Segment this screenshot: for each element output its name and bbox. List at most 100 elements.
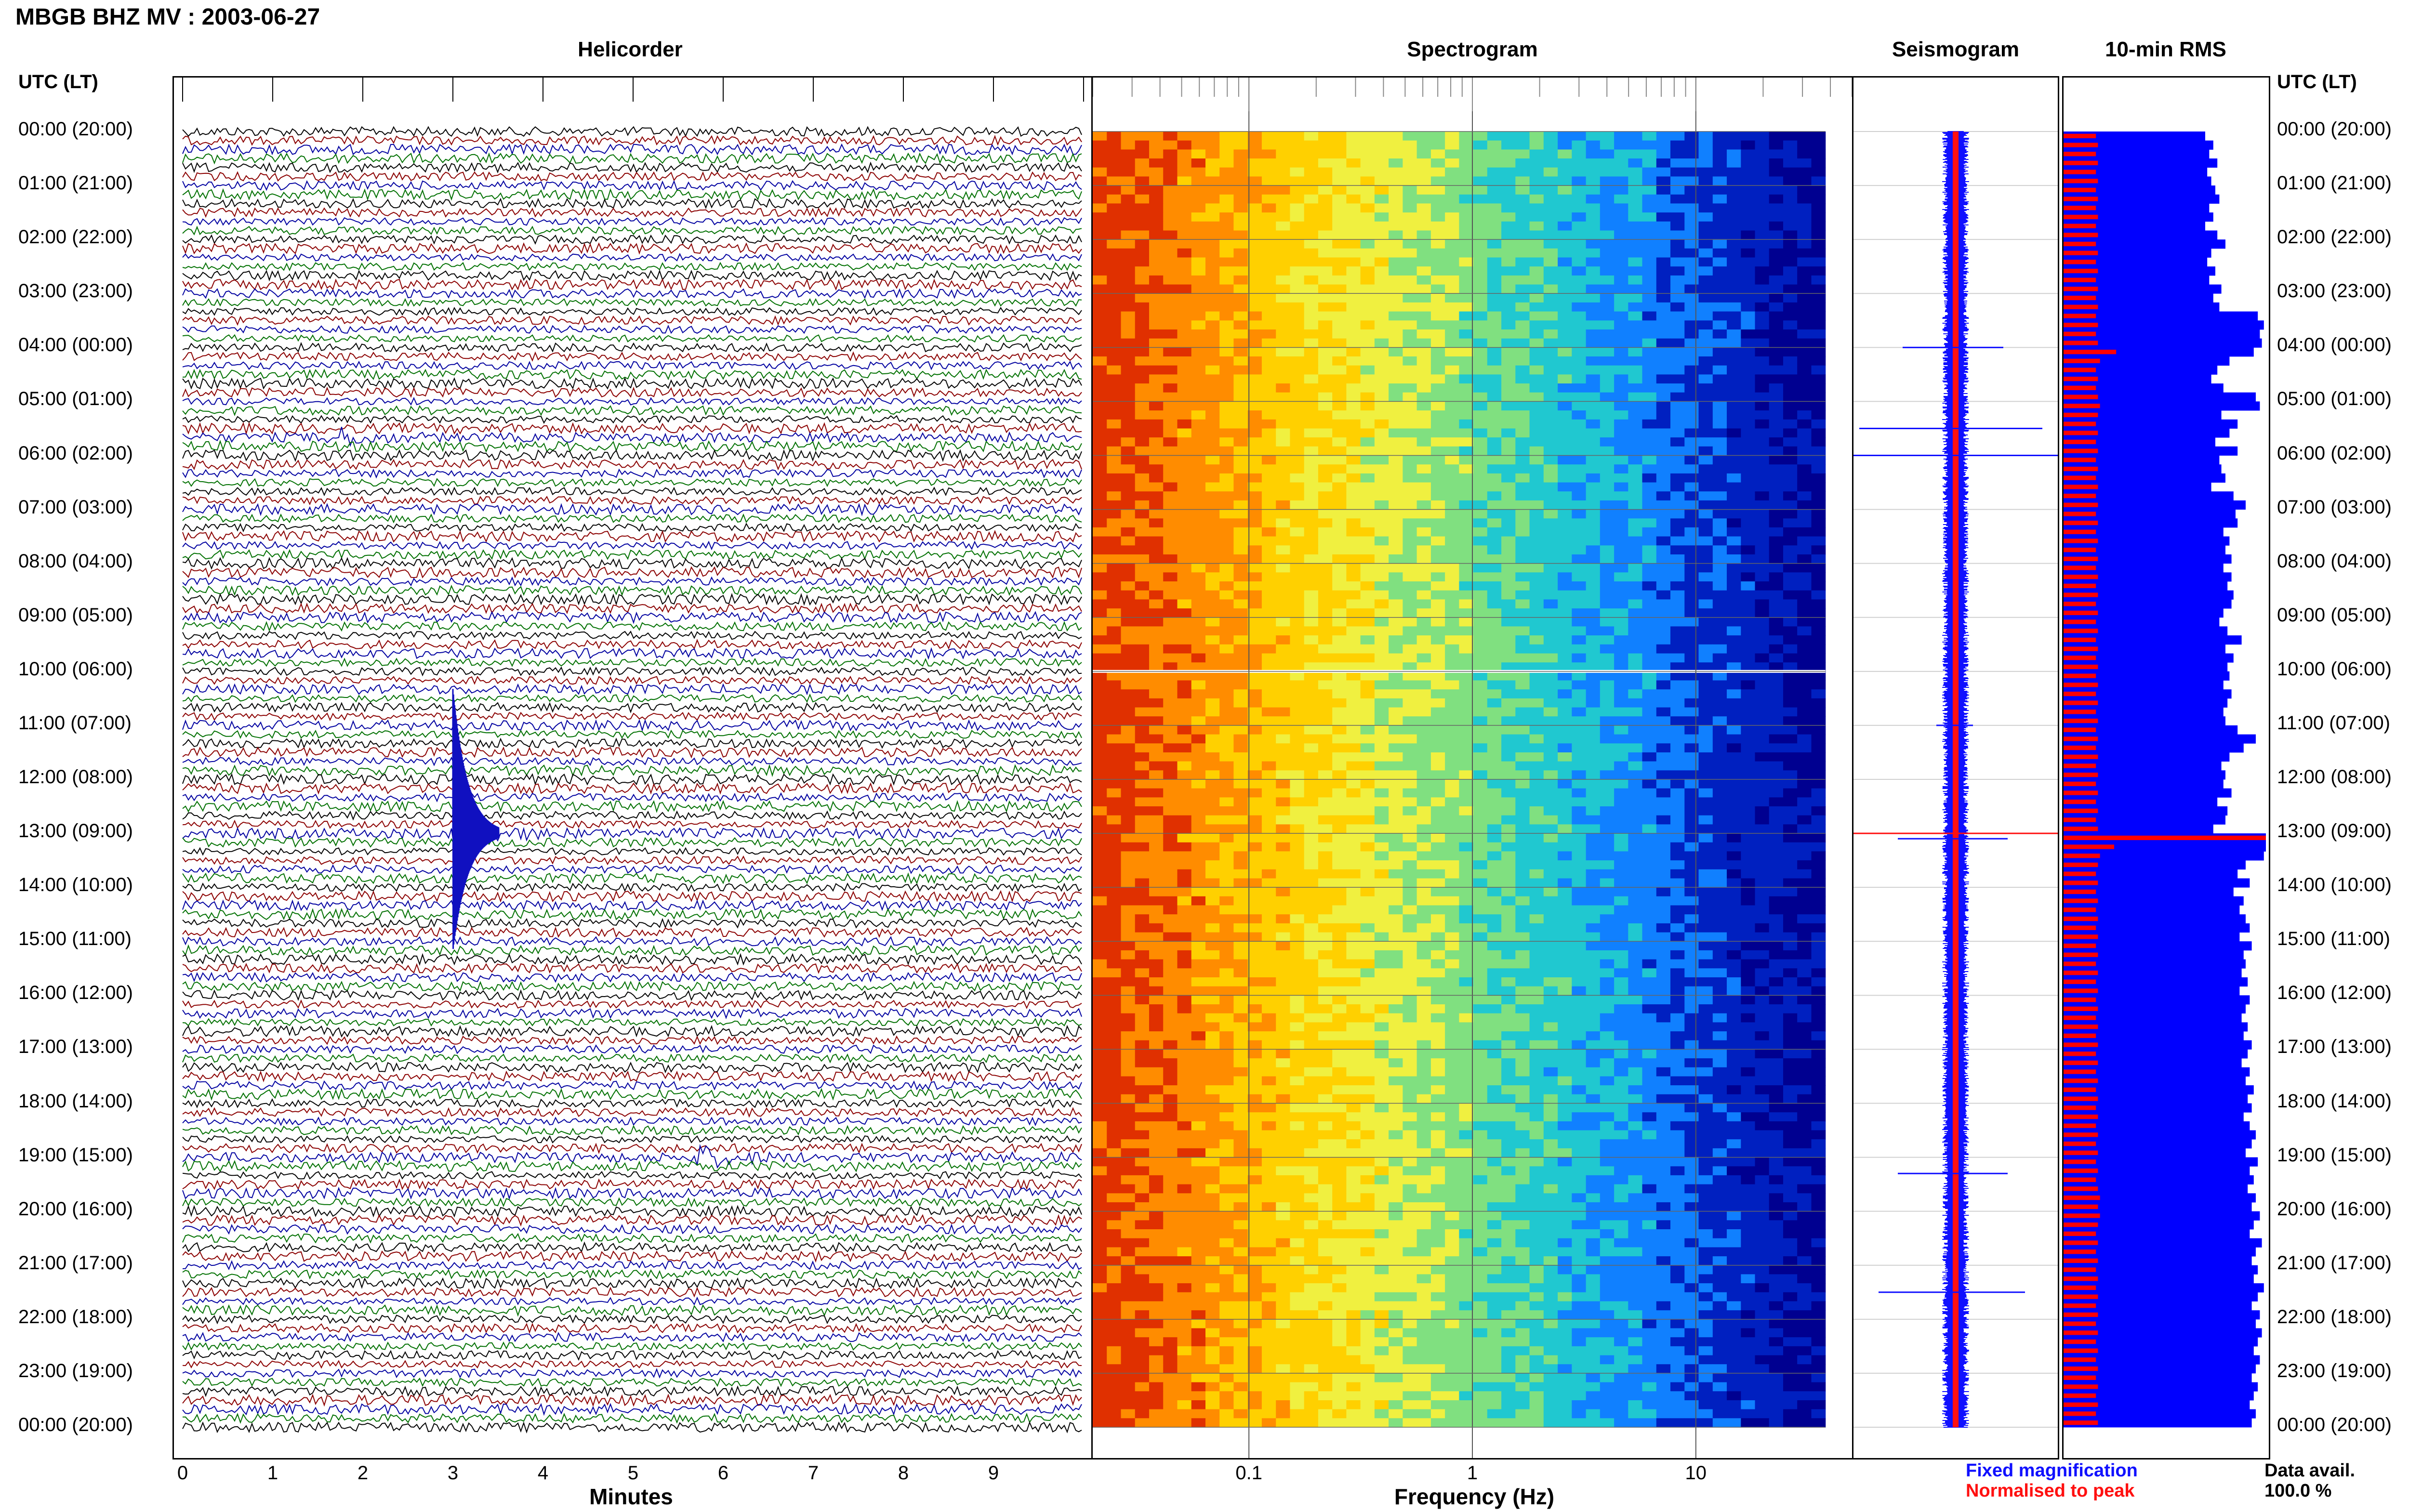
spectrogram-cell [1670, 932, 1685, 942]
spectrogram-cell [1628, 716, 1643, 726]
spectrogram-cell [1459, 275, 1474, 285]
spectrogram-cell [1684, 437, 1699, 447]
spectrogram-cell [1698, 716, 1713, 726]
spectrogram-cell [1346, 383, 1361, 393]
spectrogram-cell [1276, 653, 1290, 663]
spectrogram-cell [1304, 446, 1319, 456]
spectrogram-cell [1586, 869, 1601, 879]
helicorder-trace [182, 936, 1082, 947]
helicorder-trace [182, 675, 1082, 685]
spectrogram-cell [1600, 707, 1615, 717]
spectrogram-cell [1684, 275, 1699, 285]
spectrogram-cell [1430, 788, 1445, 798]
spectrogram-cell [1572, 644, 1587, 654]
spectrogram-cell [1558, 257, 1572, 267]
spectrogram-cell [1543, 932, 1558, 942]
spectrogram-cell [1727, 419, 1741, 429]
spectrogram-cell [1332, 869, 1347, 879]
spectrogram-cell [1642, 248, 1657, 258]
helicorder-trace [182, 989, 1082, 1001]
helicorder-trace [182, 592, 1082, 606]
spectrogram-cell [1247, 878, 1262, 888]
spectrogram-cell [1656, 212, 1671, 222]
spectrogram-cell [1389, 671, 1403, 681]
spectrogram-cell [1403, 464, 1417, 474]
spectrogram-cell [1149, 815, 1164, 825]
spectrogram-cell [1430, 491, 1445, 501]
spectrogram-cell [1374, 284, 1389, 294]
spectrogram-cell [1093, 743, 1107, 753]
spectrogram-cell [1445, 644, 1459, 654]
spectrogram-cell [1290, 788, 1305, 798]
spectrogram-cell [1389, 347, 1403, 357]
spectrogram-cell [1755, 824, 1770, 834]
spectrogram-cell [1233, 464, 1248, 474]
spectrogram-cell [1473, 698, 1488, 708]
spectrogram-cell [1135, 860, 1150, 870]
spectrogram-cell [1586, 770, 1601, 780]
spectrogram-cell [1727, 185, 1741, 195]
spectrogram-cell [1529, 662, 1544, 672]
spectrogram-cell [1205, 302, 1220, 312]
spectrogram-cell [1642, 914, 1657, 924]
spectrogram-cell [1149, 581, 1164, 591]
spectrogram-cell [1501, 689, 1516, 699]
spectrogram-cell [1346, 338, 1361, 348]
spectrogram-cell [1515, 500, 1530, 510]
spectrogram-cell [1177, 554, 1192, 564]
spectrogram-cell [1614, 689, 1628, 699]
spectrogram-cell [1304, 662, 1319, 672]
spectrogram-cell [1389, 743, 1403, 753]
spectrogram-cell [1572, 320, 1587, 330]
spectrogram-cell [1374, 770, 1389, 780]
spectrogram-cell [1121, 329, 1136, 339]
spectrogram-cell [1163, 311, 1178, 321]
spectrogram-cell [1219, 869, 1234, 879]
spectrogram-cell [1163, 419, 1178, 429]
spectrogram-cell [1290, 599, 1305, 609]
spectrogram-cell [1811, 356, 1826, 366]
spectrogram-cell [1403, 203, 1417, 213]
spectrogram-cell [1797, 734, 1812, 744]
spectrogram-cell [1332, 383, 1347, 393]
spectrogram-cell [1656, 536, 1671, 546]
spectrogram-cell [1135, 797, 1150, 807]
spectrogram-cell [1783, 212, 1798, 222]
spectrogram-cell [1783, 248, 1798, 258]
spectrogram-cell [1811, 455, 1826, 465]
spectrogram-cell [1403, 527, 1417, 537]
spectrogram-cell [1515, 509, 1530, 519]
helicorder-trace [182, 351, 1082, 362]
spectrogram-cell [1304, 167, 1319, 177]
spectrogram-cell [1698, 572, 1713, 582]
spectrogram-cell [1318, 851, 1333, 861]
spectrogram-cell [1416, 356, 1431, 366]
spectrogram-cell [1642, 707, 1657, 717]
spectrogram-cell [1191, 203, 1206, 213]
spectrogram-cell [1219, 311, 1234, 321]
spectrogram-cell [1191, 383, 1206, 393]
spectrogram-cell [1572, 383, 1587, 393]
helicorder-trace [182, 864, 1082, 874]
spectrogram-cell [1473, 851, 1488, 861]
spectrogram-cell [1276, 194, 1290, 204]
spectrogram-cell [1558, 572, 1572, 582]
spectrogram-cell [1656, 761, 1671, 771]
spectrogram-cell [1811, 473, 1826, 483]
spectrogram-cell [1572, 311, 1587, 321]
spectrogram-cell [1107, 185, 1121, 195]
spectrogram-cell [1219, 788, 1234, 798]
spectrogram-cell [1149, 833, 1164, 843]
spectrogram-cell [1459, 311, 1474, 321]
spectrogram-cell [1346, 320, 1361, 330]
spectrogram-cell [1797, 671, 1812, 681]
spectrogram-cell [1135, 932, 1150, 942]
spectrogram-cell [1783, 689, 1798, 699]
spectrogram-cell [1543, 581, 1558, 591]
spectrogram-cell [1769, 608, 1784, 618]
helicorder-trace [182, 1144, 1082, 1169]
spectrogram-cell [1741, 491, 1756, 501]
spectrogram-cell [1501, 788, 1516, 798]
spectrogram-cell [1741, 410, 1756, 420]
spectrogram-cell [1332, 194, 1347, 204]
